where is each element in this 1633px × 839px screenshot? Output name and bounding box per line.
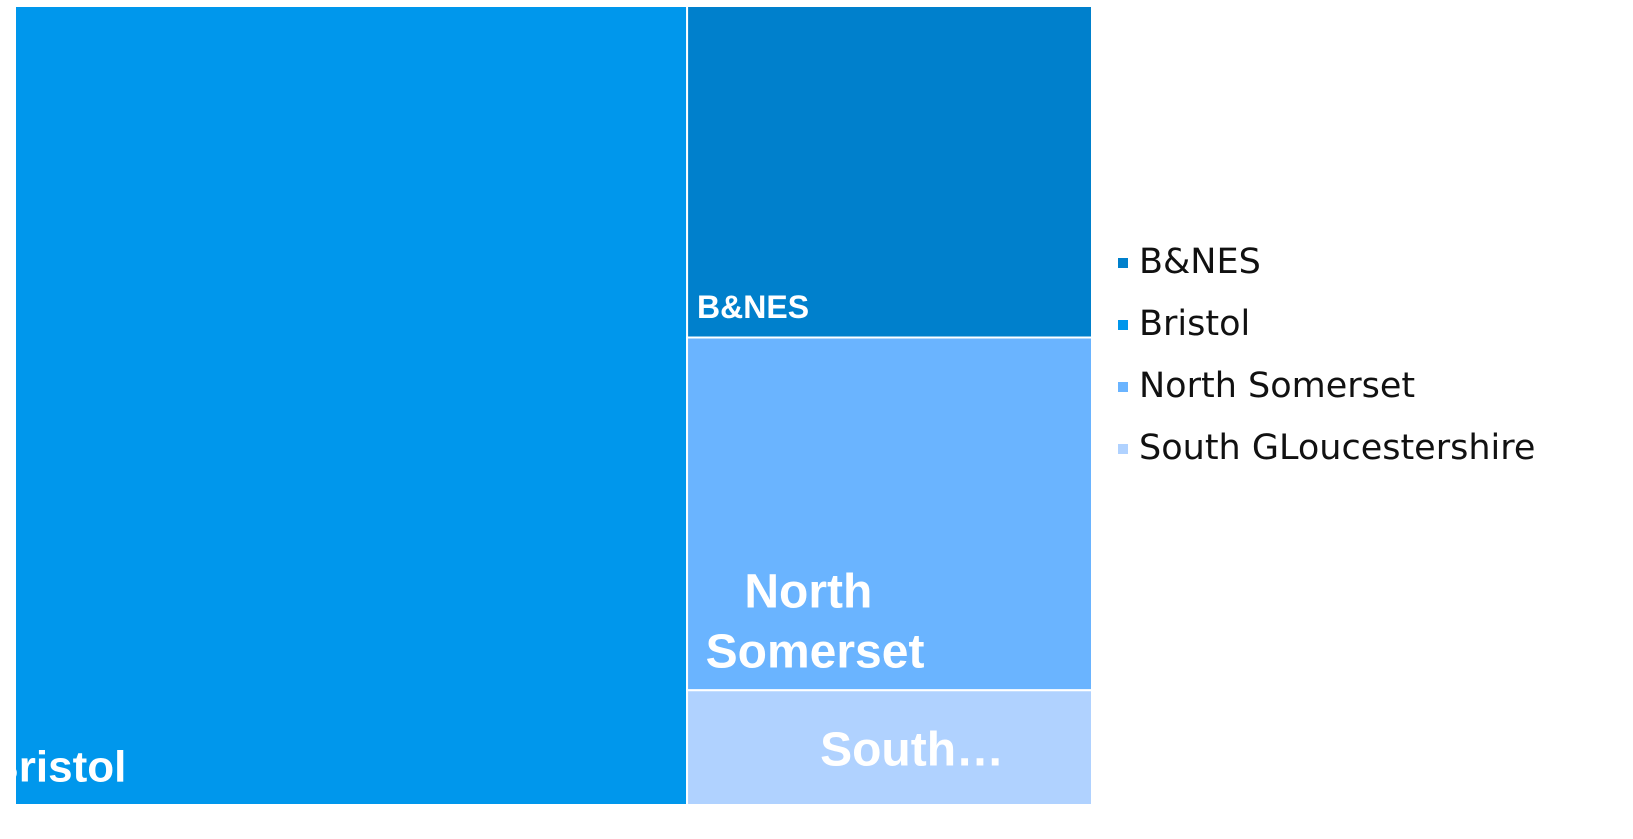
- tile-label: North Somerset: [706, 565, 925, 678]
- tile-label-group: South…: [820, 724, 1004, 777]
- tile-label: South…: [820, 724, 1004, 777]
- tile: [14, 5, 689, 806]
- legend-swatch: [1118, 382, 1128, 392]
- tile-label: Bristol: [0, 743, 126, 792]
- legend-swatch: [1118, 320, 1128, 330]
- legend-label: South GLoucestershire: [1139, 428, 1535, 468]
- legend-label: Bristol: [1139, 304, 1250, 344]
- legend-label: B&NES: [1139, 242, 1261, 282]
- legend-swatch: [1118, 258, 1128, 268]
- tile-label-group: North Somerset: [706, 565, 925, 678]
- tile-label: B&NES: [697, 289, 809, 325]
- tile: [686, 689, 1093, 806]
- tile-label-group: B&NES: [697, 289, 809, 325]
- tile: [686, 5, 1093, 339]
- legend-swatch: [1118, 444, 1128, 454]
- legend-label: North Somerset: [1139, 366, 1415, 406]
- tile: [686, 336, 1093, 692]
- tile-label-group: Bristol: [0, 743, 126, 792]
